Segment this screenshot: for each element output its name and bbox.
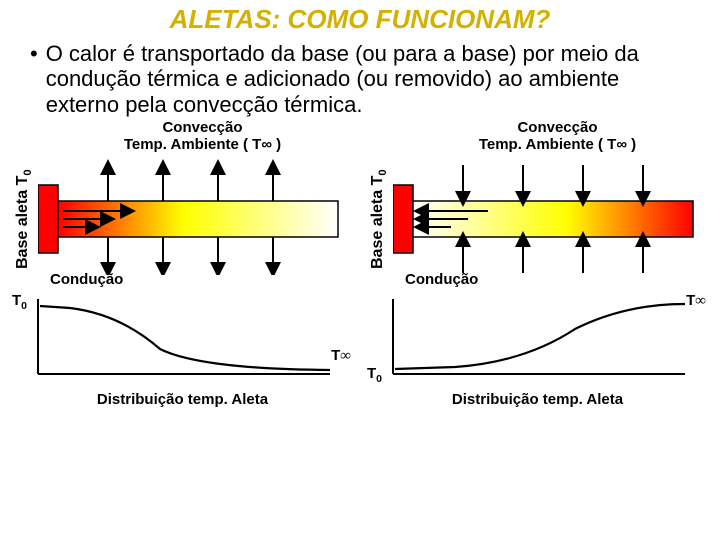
fin-panels: Convecção Temp. Ambiente ( T∞ ) Base ale… — [0, 119, 720, 288]
left-ylabel: Base aleta T0 — [14, 169, 34, 269]
left-curve — [40, 306, 330, 370]
right-base-rect — [393, 185, 413, 253]
right-temp-label: Temp. Ambiente ( T∞ ) — [405, 136, 710, 153]
right-dist-caption: Distribuição temp. Aleta — [365, 391, 710, 408]
right-fin-svg — [393, 155, 708, 275]
left-fin-diagram — [38, 155, 355, 275]
right-bottom-arrows — [463, 239, 643, 273]
left-graph-panel: T0 T∞ Distribuição temp. Aleta — [10, 290, 355, 408]
left-base-rect — [38, 185, 58, 253]
left-t0-label: T0 — [12, 292, 27, 312]
right-ylabel: Base aleta T0 — [369, 169, 389, 269]
bullet-text: O calor é transportado da base (ou para … — [46, 41, 698, 117]
left-down-arrows — [108, 237, 273, 270]
left-graph-svg — [10, 294, 340, 384]
left-tinf-label: T∞ — [331, 347, 351, 365]
bullet-marker: • — [30, 41, 38, 117]
right-graph-panel: T∞ T0 Distribuição temp. Aleta — [365, 290, 710, 408]
right-fin-diagram — [393, 155, 710, 275]
right-curve — [395, 304, 685, 369]
graph-row: T0 T∞ Distribuição temp. Aleta T∞ T0 — [0, 290, 720, 408]
right-top-arrows — [463, 165, 643, 199]
right-graph-svg — [365, 294, 695, 384]
left-dist-caption: Distribuição temp. Aleta — [10, 391, 355, 408]
left-fin-svg — [38, 155, 353, 275]
left-panel: Convecção Temp. Ambiente ( T∞ ) Base ale… — [10, 119, 355, 288]
slide-title: ALETAS: COMO FUNCIONAM? — [0, 0, 720, 35]
right-panel: Convecção Temp. Ambiente ( T∞ ) Base ale… — [365, 119, 710, 288]
right-tinf-label: T∞ — [686, 292, 706, 310]
right-convec-label: Convecção — [405, 119, 710, 136]
right-t0-label: T0 — [367, 365, 382, 385]
bullet-block: • O calor é transportado da base (ou par… — [0, 35, 720, 119]
left-convec-label: Convecção — [50, 119, 355, 136]
left-temp-label: Temp. Ambiente ( T∞ ) — [50, 136, 355, 153]
left-up-arrows — [108, 167, 273, 201]
